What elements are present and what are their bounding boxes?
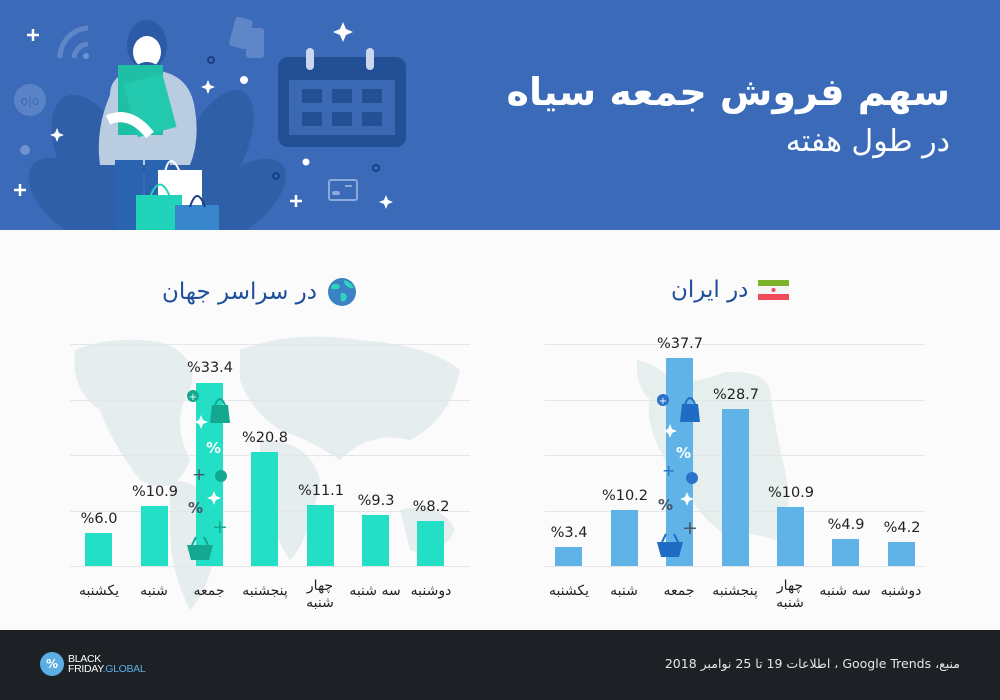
- svg-text:+: +: [189, 392, 197, 403]
- logo-line-2b: .GLOBAL: [102, 663, 146, 675]
- logo-line-2a: FRIDAY: [68, 663, 103, 675]
- value-label: %10.9: [131, 484, 179, 500]
- shopper-illustration: o|o: [14, 16, 406, 230]
- bar-wednesday: [307, 505, 334, 566]
- svg-text:+: +: [682, 517, 698, 539]
- value-label: %8.2: [412, 499, 450, 515]
- credit-card-icon: [328, 179, 358, 201]
- sparkle-icon: [50, 22, 393, 209]
- value-label: %28.7: [712, 387, 760, 403]
- wifi-icon: [57, 25, 89, 59]
- bar-sunday: [85, 533, 112, 566]
- value-label: %11.1: [297, 483, 345, 499]
- category-label: دوشنبه: [880, 583, 922, 599]
- value-label: %10.2: [601, 488, 649, 504]
- value-label: %3.4: [550, 525, 588, 541]
- category-label: یکشنبه: [78, 583, 120, 599]
- svg-text:+: +: [662, 461, 675, 480]
- world-section-label: در سراسر جهان: [162, 279, 318, 305]
- friday-decorations: + % + % +: [187, 390, 230, 560]
- bar-sunday: [555, 547, 582, 566]
- category-label: چهار شنبه: [776, 578, 804, 611]
- friday-decorations: + % + % +: [657, 394, 700, 557]
- value-label: %9.3: [357, 493, 395, 509]
- discount-badge-icon: o|o: [14, 84, 46, 116]
- value-label: %10.9: [767, 485, 815, 501]
- calendar-icon: [278, 48, 406, 147]
- category-label: سه شنبه: [349, 583, 401, 599]
- bar-monday: [417, 521, 444, 566]
- value-label: %37.7: [656, 336, 704, 352]
- bar-monday: [888, 542, 915, 566]
- gridline: [70, 400, 470, 401]
- bar-tuesday: [362, 515, 389, 566]
- svg-text:o|o: o|o: [21, 94, 40, 108]
- page-title: سهم فروش جمعه سیاه: [506, 70, 950, 114]
- category-label: یکشنبه: [548, 583, 590, 599]
- bar-saturday: [611, 510, 638, 566]
- category-label: پنجشنبه: [242, 583, 288, 599]
- gridline: [70, 566, 470, 567]
- iran-flag-icon: [758, 280, 790, 300]
- svg-text:+: +: [212, 516, 228, 538]
- iran-section-title: در ایران: [671, 277, 790, 303]
- svg-text:%: %: [676, 444, 691, 462]
- bar-saturday: [141, 506, 168, 566]
- blackfriday-global-logo[interactable]: % BLACK FRIDAY.GLOBAL: [40, 652, 146, 676]
- world-section-title: در سراسر جهان: [162, 277, 357, 307]
- source-note: منبع، Google Trends ، اطلاعات 19 تا 25 ن…: [664, 656, 960, 671]
- bar-friday: [666, 358, 693, 566]
- value-label: %6.0: [80, 511, 118, 527]
- footer: % BLACK FRIDAY.GLOBAL: [0, 630, 1000, 700]
- category-label: سه شنبه: [819, 583, 871, 599]
- bar-wednesday: [777, 507, 804, 566]
- svg-text:%: %: [658, 496, 673, 514]
- gridline: [545, 566, 925, 567]
- category-label: پنجشنبه: [712, 583, 758, 599]
- percent-bubble-icon: %: [40, 652, 64, 676]
- value-label: %4.9: [827, 517, 865, 533]
- plus-icon: [14, 29, 302, 207]
- svg-text:%: %: [206, 439, 221, 457]
- svg-text:+: +: [192, 465, 206, 485]
- gridline: [545, 400, 925, 401]
- category-label: چهار شنبه: [306, 578, 334, 611]
- svg-text:+: +: [659, 396, 667, 407]
- value-label: %4.2: [883, 520, 921, 536]
- logo-line-1: BLACK: [68, 653, 101, 665]
- iran-section-label: در ایران: [671, 277, 749, 303]
- page-subtitle: در طول هفته: [785, 124, 950, 159]
- price-tag-icon: [229, 16, 264, 58]
- world-bar-chart: %6.0 %10.9 %33.4 + % + % + %20.8 %11.1 %…: [70, 330, 470, 630]
- gridline: [70, 344, 470, 345]
- gridline: [545, 344, 925, 345]
- iran-bar-chart: %3.4 %10.2 %37.7 + % + % + %28.7 %10.9 %…: [545, 330, 925, 630]
- globe-icon: [328, 278, 357, 306]
- category-label: شنبه: [610, 583, 638, 599]
- shopper-figure-icon: [98, 20, 197, 230]
- category-label: شنبه: [140, 583, 168, 599]
- value-label: %33.4: [186, 360, 234, 376]
- category-label: جمعه: [663, 583, 695, 599]
- bar-tuesday: [832, 539, 859, 566]
- header-banner: o|o: [0, 0, 1000, 230]
- bar-thursday: [251, 452, 278, 566]
- value-label: %20.8: [241, 430, 289, 446]
- bar-thursday: [722, 409, 749, 566]
- category-label: دوشنبه: [410, 583, 452, 599]
- shopping-bags-icon: [136, 160, 219, 230]
- category-label: جمعه: [193, 583, 225, 599]
- svg-text:%: %: [188, 499, 203, 517]
